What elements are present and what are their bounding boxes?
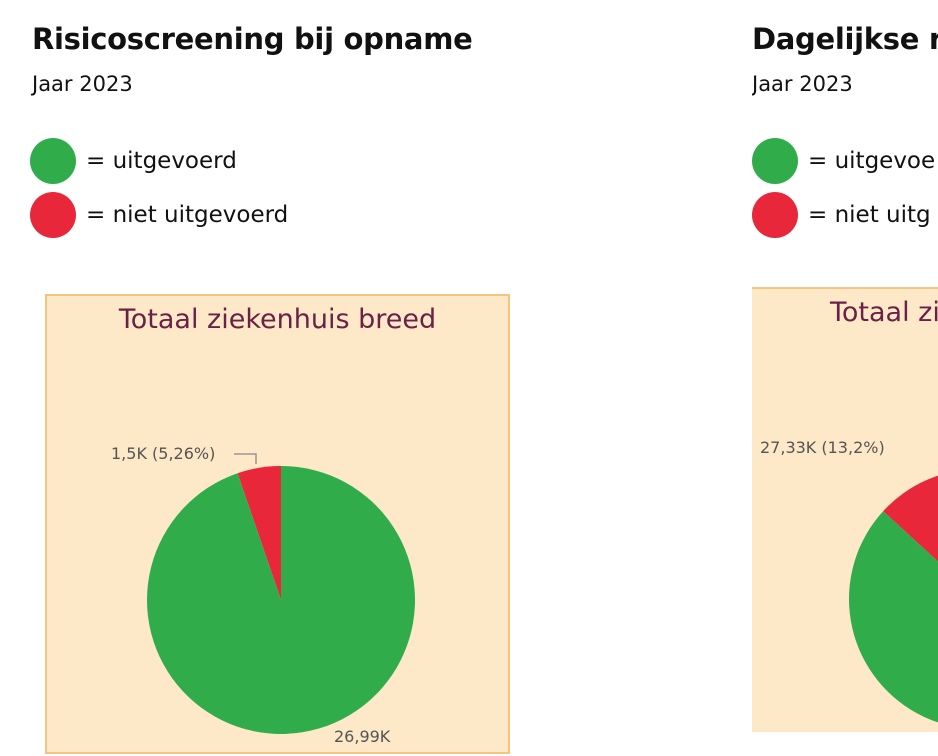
legend-label-uitgevoerd: = uitgevoerd (86, 148, 237, 174)
data-label-niet-uitgevoerd: 1,5K (5,26%) (111, 444, 215, 463)
red-dot-icon (30, 192, 76, 238)
green-dot-icon (752, 138, 798, 184)
page-subtitle: Jaar 2023 (32, 72, 133, 96)
page-subtitle-right: Jaar 2023 (752, 72, 853, 96)
page-title: Risicoscreening bij opname (32, 22, 473, 56)
legend-item-niet-uitgevoerd: = niet uitgevoerd (30, 192, 288, 238)
legend-label-niet-uitgevoerd: = niet uitgevoerd (86, 202, 289, 228)
chart-title: Totaal ziekenhuis breed (118, 304, 437, 335)
pie-slice-uitgevoerd[interactable] (849, 469, 938, 729)
legend-item-niet-uitgevoerd-right: = niet uitg (752, 192, 931, 238)
green-dot-icon (30, 138, 76, 184)
legend-item-uitgevoerd-right: = uitgevoe (752, 138, 935, 184)
legend-label-uitgevoerd-right: = uitgevoe (808, 148, 936, 174)
pie-slice-uitgevoerd[interactable] (146, 466, 415, 734)
pie-chart-totaal[interactable]: Totaal ziekenhuis breed 1,5K (5,26%) 26,9… (45, 294, 510, 754)
data-label-niet-uitgevoerd: 27,33K (13,2%) (760, 438, 885, 457)
pie-chart-totaal-right[interactable]: Totaal zi 27,33K (13,2%) (752, 287, 938, 732)
pie-slice-niet-uitgevoerd[interactable] (237, 466, 281, 600)
panel-risicoscreening: Risicoscreening bij opname Jaar 2023 = u… (30, 22, 510, 754)
red-dot-icon (752, 192, 798, 238)
panel-dagelijkse: Dagelijkse r Jaar 2023 = uitgevoe = niet… (752, 0, 938, 732)
page-title-right: Dagelijkse r (752, 22, 938, 56)
legend-item-uitgevoerd: = uitgevoerd (30, 138, 237, 184)
pie-slice-niet-uitgevoerd[interactable] (883, 469, 938, 599)
chart-title-right: Totaal zi (830, 297, 938, 328)
data-label-uitgevoerd: 26,99K (334, 727, 391, 746)
pie-chart-svg: 1,5K (5,26%) 26,99K (111, 444, 415, 746)
pie-chart-svg-right: 27,33K (13,2%) (760, 438, 938, 729)
data-label-leader-line (234, 453, 257, 464)
legend-label-niet-uitgevoerd-right: = niet uitg (808, 202, 931, 228)
